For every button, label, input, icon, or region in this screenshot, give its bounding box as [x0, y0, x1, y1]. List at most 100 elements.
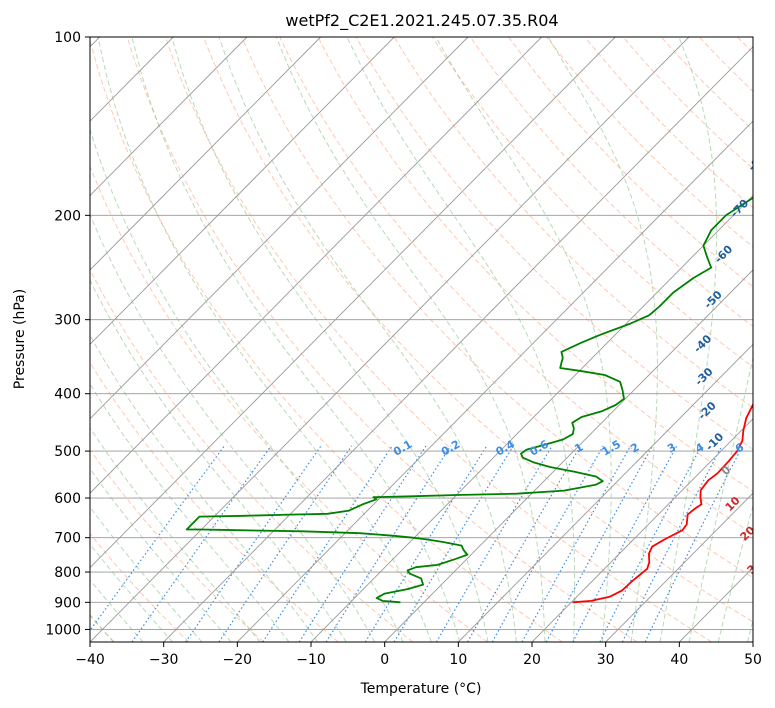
x-tick-label: −20 — [223, 652, 253, 668]
mixing-ratio-line — [325, 445, 452, 642]
dry-adiabat-label: -100 — [768, 60, 775, 89]
isotherm-line — [752, 641, 753, 642]
moist-adiabat-line — [90, 279, 347, 642]
y-tick-label: 400 — [54, 387, 81, 403]
mixing-ratio-line — [262, 445, 393, 642]
x-tick-label: 50 — [744, 652, 762, 668]
moist-adiabat-line — [218, 37, 517, 642]
mixing-ratio-line — [298, 445, 427, 642]
moist-adiabat-label: 30 — [745, 557, 765, 577]
isotherm-line — [90, 37, 248, 197]
moist-adiabat-line — [90, 467, 232, 642]
dry-adiabat-line — [241, 37, 753, 579]
mixing-ratio-label: 0.1 — [391, 438, 414, 459]
dry-adiabat-line — [546, 37, 753, 248]
isotherm-line — [90, 37, 616, 569]
dry-adiabat-label: -70 — [728, 197, 751, 220]
y-axis-label: Pressure (hPa) — [12, 289, 28, 389]
dry-adiabat-line — [165, 37, 712, 642]
mixing-ratio-label: 3 — [665, 441, 678, 456]
mixing-ratio-line — [435, 445, 553, 642]
dry-adiabat-line — [660, 37, 753, 131]
dry-adiabat-line — [90, 38, 563, 642]
mixing-ratio-line — [364, 445, 488, 642]
mixing-ratio-line — [218, 445, 353, 642]
isotherm-line — [90, 37, 690, 642]
dewpoint-profile-line — [185, 196, 753, 604]
isotherm-line — [90, 37, 321, 271]
y-axis-ticks: 100 200 300 400 500 600 700 800 900 1000 — [45, 30, 90, 638]
x-tick-label: −10 — [296, 652, 326, 668]
y-tick-label: 300 — [54, 313, 81, 329]
dry-adiabat-line — [584, 37, 753, 209]
mixing-ratio-label: 0.6 — [527, 437, 551, 458]
y-tick-label: 600 — [54, 491, 81, 507]
x-axis-label: Temperature (°C) — [360, 681, 482, 697]
dry-adiabat-line — [90, 361, 339, 642]
y-tick-label: 200 — [54, 208, 81, 224]
moist-adiabat-line — [90, 127, 404, 642]
x-tick-label: 20 — [523, 652, 541, 668]
dry-adiabat-line — [622, 37, 753, 170]
isotherm-line — [605, 492, 753, 642]
isotherm-line — [90, 37, 542, 494]
chart-title: wetPf2_C2E1.2021.245.07.35.R04 — [285, 11, 558, 31]
mixing-ratio-line — [599, 445, 702, 642]
dry-adiabat-line — [90, 448, 264, 642]
x-tick-label: 30 — [597, 652, 615, 668]
dry-adiabat-line — [203, 37, 753, 623]
mixing-ratio-label: 8 — [757, 441, 770, 456]
moist-adiabat-line — [435, 37, 612, 642]
moist-adiabat-label: 10 — [723, 494, 743, 514]
dry-adiabat-line — [90, 268, 414, 642]
mixing-ratio-line — [393, 445, 514, 642]
mixing-ratio-label: 0.4 — [494, 437, 518, 458]
moist-adiabat-line — [90, 383, 290, 642]
mixing-ratio-line — [131, 445, 272, 642]
y-tick-label: 900 — [54, 595, 81, 611]
dry-adiabat-line — [508, 37, 753, 288]
dry-adiabat-line — [393, 37, 753, 409]
dry-adiabat-line — [90, 164, 488, 642]
dry-adiabat-label: -80 — [746, 150, 769, 173]
moist-adiabat-line — [131, 37, 461, 642]
dry-adiabat-line — [431, 37, 753, 368]
moist-adiabat-line — [688, 355, 753, 642]
isotherm-line — [237, 120, 753, 642]
mixing-ratio-label: 1.5 — [600, 438, 623, 459]
dry-adiabat-line — [90, 532, 190, 642]
dry-adiabat-label: -60 — [712, 242, 735, 265]
y-tick-label: 1000 — [45, 622, 81, 638]
moist-adiabat-line — [275, 37, 546, 642]
profiles — [185, 196, 753, 604]
mixing-ratio-label: 1 — [572, 441, 585, 456]
isotherm-line — [458, 343, 753, 642]
mixing-ratio-line — [621, 445, 723, 642]
moist-adiabat-line — [90, 334, 319, 642]
x-tick-label: −40 — [75, 652, 105, 668]
isotherm-line — [384, 269, 753, 642]
moist-adiabat-line — [717, 503, 753, 642]
dry-adiabat-label: -10 — [703, 430, 726, 453]
moist-adiabat-line — [90, 212, 376, 642]
mixing-ratio-line — [521, 445, 632, 642]
y-tick-label: 800 — [54, 565, 81, 581]
y-tick-label: 500 — [54, 444, 81, 460]
isotherm-line — [163, 46, 753, 642]
isotherm-line — [310, 194, 753, 642]
isopleth-labels: -100-90-80-70-60-50-40-30-20-10010203040… — [391, 60, 775, 603]
moist-adiabat-line — [346, 37, 576, 642]
isotherm-line — [531, 418, 753, 642]
isotherm-line — [679, 566, 753, 642]
moist-adiabat-label: 40 — [761, 583, 775, 603]
dry-adiabat-line — [279, 37, 753, 535]
y-tick-label: 700 — [54, 531, 81, 547]
plot-frame — [89, 36, 754, 643]
dry-adiabat-line — [126, 37, 638, 642]
x-tick-label: 10 — [449, 652, 467, 668]
x-tick-label: 40 — [670, 652, 688, 668]
mixing-ratio-label: 2 — [628, 441, 641, 456]
x-axis-ticks: −40 −30 −20 −10 0 10 20 30 40 50 — [75, 642, 762, 668]
moist-adiabat-line — [747, 618, 753, 642]
